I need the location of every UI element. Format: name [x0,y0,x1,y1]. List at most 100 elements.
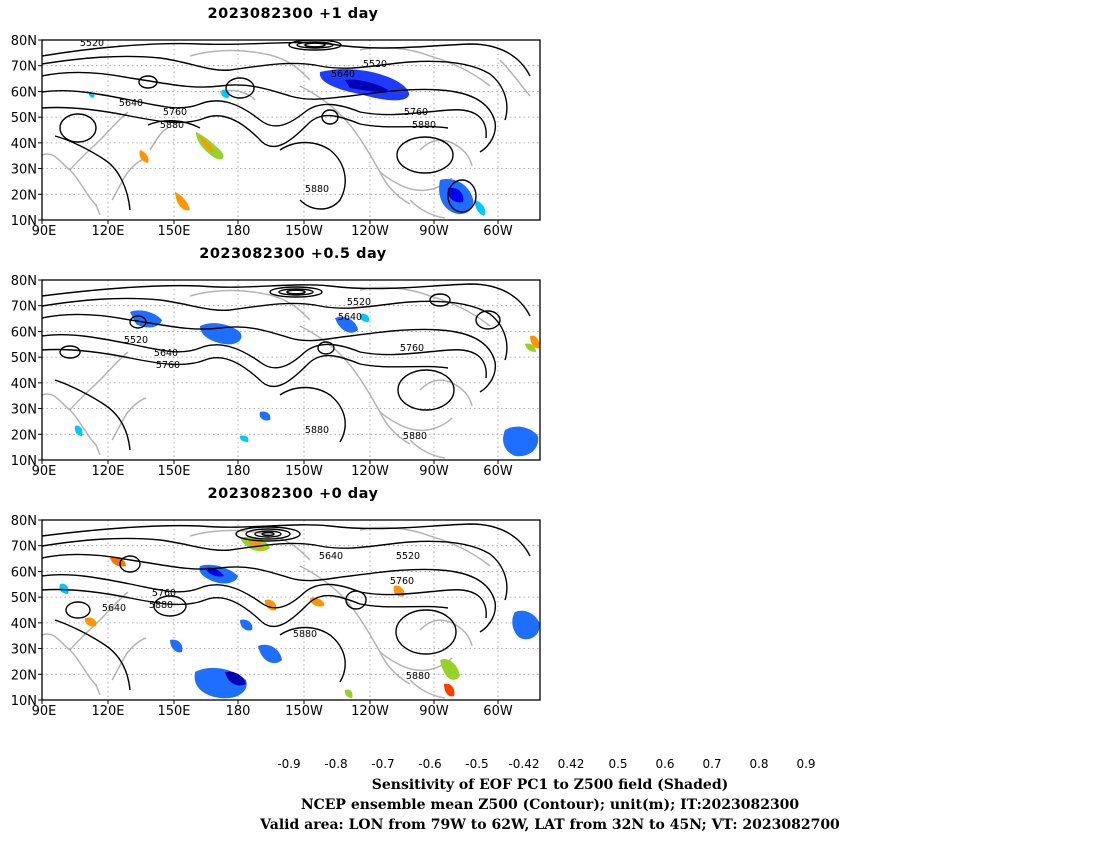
lat-label: 40N [11,377,37,392]
lat-label: 30N [11,163,37,178]
lon-label: 150E [157,704,190,719]
contour-label: 5760 [163,107,187,118]
lon-label: 120W [351,464,389,479]
contour-labels: 5640 5760 5880 5640 5520 5760 5880 5880 [102,551,430,682]
contour-label: 5640 [102,603,126,614]
contour-label: 5520 [80,38,104,49]
colorbar-label: 0.6 [655,757,675,771]
contour-label: 5640 [331,69,355,80]
lon-label: 60W [483,224,513,239]
z500-contours [42,283,531,451]
colorbar-label: 0.8 [749,757,769,771]
lat-label: 50N [11,111,37,126]
lon-label: 120W [351,224,389,239]
contour-label: 5520 [396,551,420,562]
contour-label: 5640 [119,98,143,109]
lon-label: 120E [91,704,124,719]
contour-label: 5520 [347,297,371,308]
caption-line-3: Valid area: LON from 79W to 62W, LAT fro… [260,817,840,833]
lat-label: 40N [11,137,37,152]
lat-label: 60N [11,85,37,100]
lat-label: 10N [11,694,37,709]
lat-label: 20N [11,668,37,683]
lat-label: 60N [11,325,37,340]
lat-label: 50N [11,351,37,366]
panel-1: 5520 5640 5760 5880 5520 5640 5760 5880 … [41,38,541,221]
sensitivity-shading [74,310,540,457]
contour-label: 5880 [305,425,329,436]
caption-line-2: NCEP ensemble mean Z500 (Contour); unit(… [300,797,800,813]
colorbar-label: -0.9 [277,757,301,771]
lat-label: 80N [11,274,37,289]
contour-label: 5880 [293,629,317,640]
lon-label: 180 [226,464,251,479]
contour-labels: 5520 5640 5760 5520 5640 5760 5880 5880 [124,297,427,442]
lat-label: 70N [11,300,37,315]
lon-label: 150E [157,224,190,239]
panel-3: 5640 5760 5880 5640 5520 5760 5880 5880 [41,519,541,701]
lat-label: 20N [11,188,37,203]
lat-label: 30N [11,643,37,658]
contour-label: 5880 [406,671,430,682]
contour-label: 5640 [338,312,362,323]
lon-label: 90W [419,464,449,479]
contour-label: 5760 [404,107,428,118]
lat-label: 80N [11,514,37,529]
contour-label: 5640 [319,551,343,562]
colorbar-label: -0.7 [371,757,395,771]
sensitivity-shading [89,69,486,216]
colorbar-label: 0.42 [557,757,585,771]
lon-label: 90W [419,704,449,719]
panel-3-title: 2023082300 +0 day [207,486,379,502]
colorbar-label: -0.5 [465,757,489,771]
lat-label: 60N [11,565,37,580]
colorbar-label: -0.42 [508,757,540,771]
lon-label: 180 [226,704,251,719]
lat-label: 70N [11,60,37,75]
grid-lines [42,280,540,460]
z500-contours [42,523,531,691]
caption-line-1: Sensitivity of EOF PC1 to Z500 field (Sh… [371,777,729,793]
lon-label: 150E [157,464,190,479]
lat-label: 10N [11,454,37,469]
colorbar-label: -0.6 [418,757,442,771]
lon-label: 150W [285,704,323,719]
contour-label: 5880 [149,600,173,611]
contour-label: 5880 [305,184,329,195]
contour-label: 5760 [152,588,176,599]
lat-label: 10N [11,214,37,229]
contour-label: 5880 [403,431,427,442]
panel-2: 5520 5640 5760 5520 5640 5760 5880 5880 [41,279,541,461]
lon-label: 90E [32,464,57,479]
lon-label: 150W [285,464,323,479]
lat-label: 40N [11,617,37,632]
contour-label: 5520 [363,59,387,70]
contour-label: 5760 [400,343,424,354]
panel-1-title: 2023082300 +1 day [207,6,379,22]
lat-label: 30N [11,403,37,418]
contour-label: 5640 [154,348,178,359]
lat-label: 70N [11,540,37,555]
colorbar-label: 0.9 [796,757,816,771]
grid-lines [42,40,540,220]
lon-label: 90E [32,224,57,239]
lon-label: 90W [419,224,449,239]
lon-label: 120W [351,704,389,719]
map-panels: 5520 5640 5760 5880 5520 5640 5760 5880 … [11,34,541,719]
contour-label: 5520 [124,335,148,346]
lon-label: 150W [285,224,323,239]
colorbar-label: 0.7 [702,757,722,771]
lat-label: 80N [11,34,37,49]
lat-label: 50N [11,591,37,606]
contour-label: 5880 [412,120,436,131]
lon-label: 120E [91,224,124,239]
lon-label: 180 [226,224,251,239]
coastlines [42,46,531,219]
contour-label: 5760 [156,360,180,371]
lon-label: 90E [32,704,57,719]
colorbar-label: -0.8 [324,757,348,771]
lon-label: 60W [483,704,513,719]
contour-labels: 5520 5640 5760 5880 5520 5640 5760 5880 … [80,38,436,195]
z500-contours [42,40,531,213]
